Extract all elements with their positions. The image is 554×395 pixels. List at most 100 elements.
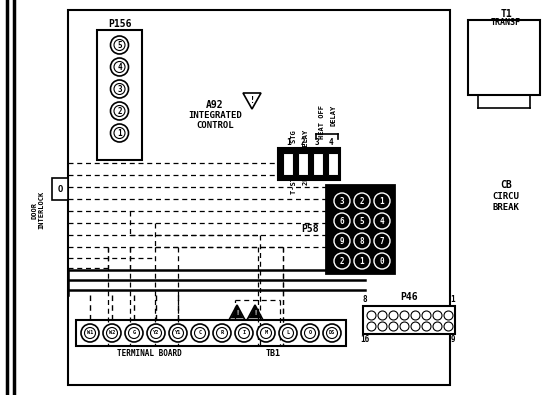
Circle shape <box>213 324 231 342</box>
Circle shape <box>354 253 370 269</box>
Text: BREAK: BREAK <box>493 203 520 211</box>
Circle shape <box>103 324 121 342</box>
Circle shape <box>354 213 370 229</box>
Polygon shape <box>231 306 243 318</box>
Text: M: M <box>264 331 268 335</box>
Circle shape <box>110 102 129 120</box>
Circle shape <box>433 322 442 331</box>
Circle shape <box>235 324 253 342</box>
Circle shape <box>422 322 431 331</box>
Bar <box>97 30 142 160</box>
Circle shape <box>354 193 370 209</box>
Text: 2: 2 <box>360 196 365 205</box>
Text: A92: A92 <box>206 100 224 110</box>
Circle shape <box>151 327 162 339</box>
Text: 2: 2 <box>340 256 345 265</box>
Circle shape <box>374 193 390 209</box>
Circle shape <box>422 311 431 320</box>
Text: O: O <box>57 184 63 194</box>
Circle shape <box>125 324 143 342</box>
Circle shape <box>444 322 453 331</box>
Bar <box>283 153 293 175</box>
Text: INTEGRATED: INTEGRATED <box>188 111 242 120</box>
Text: Y2: Y2 <box>153 331 159 335</box>
Text: TRANSF: TRANSF <box>491 17 521 26</box>
Text: 4: 4 <box>379 216 384 226</box>
Circle shape <box>106 327 117 339</box>
Text: P46: P46 <box>400 292 418 302</box>
Circle shape <box>85 327 95 339</box>
Circle shape <box>323 324 341 342</box>
Circle shape <box>354 233 370 249</box>
Bar <box>298 153 308 175</box>
Circle shape <box>110 124 129 142</box>
Circle shape <box>334 253 350 269</box>
Circle shape <box>444 311 453 320</box>
Text: 3: 3 <box>340 196 345 205</box>
Circle shape <box>260 327 271 339</box>
Text: T-STAT HEAT STG: T-STAT HEAT STG <box>291 130 297 194</box>
Text: 5: 5 <box>360 216 365 226</box>
Text: 3: 3 <box>117 85 122 94</box>
Text: 16: 16 <box>360 335 370 344</box>
Text: CIRCU: CIRCU <box>493 192 520 201</box>
Circle shape <box>81 324 99 342</box>
Text: 3: 3 <box>315 137 319 147</box>
Circle shape <box>169 324 187 342</box>
Text: TB1: TB1 <box>265 350 280 359</box>
Circle shape <box>334 193 350 209</box>
Circle shape <box>400 311 409 320</box>
Text: TERMINAL BOARD: TERMINAL BOARD <box>116 350 181 359</box>
Text: 5: 5 <box>117 41 122 49</box>
Circle shape <box>114 105 125 117</box>
Circle shape <box>239 327 249 339</box>
Bar <box>52 178 68 200</box>
Text: R: R <box>220 331 224 335</box>
Circle shape <box>378 322 387 331</box>
Circle shape <box>374 213 390 229</box>
Circle shape <box>257 324 275 342</box>
Circle shape <box>129 327 140 339</box>
Text: 9: 9 <box>340 237 345 246</box>
Text: 9: 9 <box>451 335 455 344</box>
Circle shape <box>110 58 129 76</box>
Text: 4: 4 <box>329 137 334 147</box>
Circle shape <box>279 324 297 342</box>
Circle shape <box>114 128 125 139</box>
Text: DELAY: DELAY <box>330 105 336 126</box>
Text: 2: 2 <box>117 107 122 115</box>
Circle shape <box>301 324 319 342</box>
Circle shape <box>334 233 350 249</box>
Bar <box>326 185 394 273</box>
Text: O: O <box>309 331 311 335</box>
Text: CB: CB <box>500 180 512 190</box>
Text: !: ! <box>253 307 257 316</box>
Circle shape <box>305 327 315 339</box>
Text: I: I <box>243 331 245 335</box>
Text: !: ! <box>249 96 254 105</box>
Circle shape <box>191 324 209 342</box>
Circle shape <box>147 324 165 342</box>
Circle shape <box>194 327 206 339</box>
Circle shape <box>367 322 376 331</box>
Circle shape <box>411 322 420 331</box>
Circle shape <box>334 213 350 229</box>
Text: 1: 1 <box>379 196 384 205</box>
Circle shape <box>433 311 442 320</box>
Bar <box>328 153 338 175</box>
Text: P156: P156 <box>107 19 131 29</box>
Text: CONTROL: CONTROL <box>196 120 234 130</box>
Text: C: C <box>198 331 202 335</box>
Circle shape <box>114 40 125 51</box>
Text: !: ! <box>235 307 239 316</box>
Text: 7: 7 <box>379 237 384 246</box>
Circle shape <box>374 253 390 269</box>
Circle shape <box>367 311 376 320</box>
Text: 4: 4 <box>117 62 122 71</box>
Circle shape <box>378 311 387 320</box>
Text: 1: 1 <box>286 137 291 147</box>
Circle shape <box>217 327 228 339</box>
Text: !: ! <box>235 310 239 316</box>
Text: 8: 8 <box>360 237 365 246</box>
Bar <box>313 153 323 175</box>
